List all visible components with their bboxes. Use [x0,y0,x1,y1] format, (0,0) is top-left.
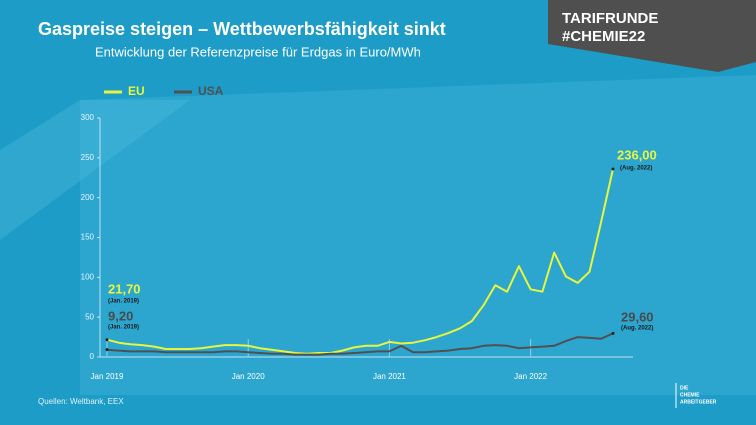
logo-text: CHEMIE [680,392,700,398]
legend-label: USA [198,84,224,98]
y-tick-label: 50 [85,312,94,321]
x-tick-label: Jan 2022 [514,372,547,381]
annotation: (Aug. 2022) [621,326,653,332]
logo-text: ARBEITGEBER [680,399,717,405]
panel [80,75,756,395]
y-tick-label: 300 [81,113,95,122]
series-line [106,168,614,355]
annotation: (Jan. 2019) [108,325,139,331]
end-dot [611,167,615,171]
source: Quellen: Weltbank, EEX [38,397,124,406]
badge-text: TARIFRUNDE [562,10,658,27]
panel-accent [0,100,190,240]
value-label: 9,20 [108,308,133,323]
value-label: 21,70 [108,281,141,296]
annotation: (Jan. 2019) [108,299,139,305]
legend-label: EU [128,84,145,98]
y-tick-label: 0 [90,352,95,361]
y-tick-label: 200 [81,193,95,202]
series-line [106,332,614,356]
end-dot [611,331,615,335]
badge-text: #CHEMIE22 [562,28,645,45]
end-dot [105,338,109,342]
value-label: 236,00 [617,147,657,162]
x-tick-label: Jan 2020 [232,372,265,381]
end-dot [105,348,109,352]
chart-subtitle: Entwicklung der Referenzpreise für Erdga… [95,44,421,59]
y-tick-label: 150 [81,233,95,242]
annotation: (Aug. 2022) [620,166,652,172]
badge-bg [548,0,756,72]
x-tick-label: Jan 2019 [91,372,124,381]
y-tick-label: 100 [81,272,95,281]
x-tick-label: Jan 2021 [373,372,406,381]
chart-title: Gaspreise steigen – Wettbewerbsfähigkeit… [38,19,446,39]
logo-text: DIE [680,385,689,391]
value-label: 29,60 [621,309,654,324]
y-tick-label: 250 [81,153,95,162]
